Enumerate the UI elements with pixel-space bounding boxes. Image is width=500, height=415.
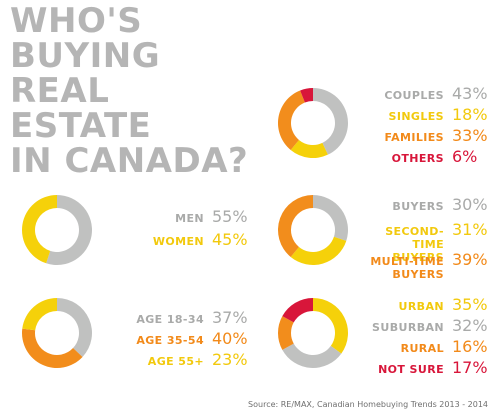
legend-label: OTHERS (391, 152, 444, 165)
donut-slice-age-35-54 (21, 328, 83, 368)
donut-slice-second-time-buyers (290, 236, 347, 265)
donut-slice-rural (278, 316, 294, 350)
donut-slice-couples (313, 88, 348, 155)
legend-row-families: FAMILIES 33% (360, 126, 490, 145)
legend-value: 43% (452, 84, 488, 103)
legend-label: COUPLES (384, 89, 444, 102)
legend-row-women: WOMEN 45% (100, 230, 250, 249)
legend-row-multi-time-buyers: MULTI-TIME BUYERS 39% (350, 250, 490, 281)
title-line: WHO'S (10, 1, 143, 41)
legend-value: 30% (452, 195, 488, 214)
donut-slice-multi-time-buyers (278, 195, 313, 257)
donut-slice-singles (290, 139, 328, 158)
legend-row-urban: URBAN 35% (350, 295, 490, 314)
legend-row-suburban: SUBURBAN 32% (350, 316, 490, 335)
buyer-type-donut-chart (278, 195, 348, 265)
donut-slice-urban (313, 298, 348, 354)
donut-slice-suburban (282, 343, 342, 368)
legend-label: MULTI-TIME BUYERS (370, 255, 444, 281)
legend-value: 55% (212, 207, 248, 226)
legend-label: AGE 35-54 (136, 334, 204, 347)
legend-value: 40% (212, 329, 248, 348)
legend-label: SECOND-TIME BUYERS (385, 225, 444, 264)
legend-row-age-55-plus: AGE 55+ 23% (100, 350, 250, 369)
household-donut-chart (278, 88, 348, 158)
donut-slice-age-55- (22, 298, 57, 331)
age-donut-chart (21, 298, 92, 368)
legend-value: 31% (452, 220, 488, 239)
legend-value: 45% (212, 230, 248, 249)
legend-row-singles: SINGLES 18% (360, 105, 490, 124)
donut-slice-families (278, 90, 305, 150)
legend-label: AGE 55+ (147, 355, 204, 368)
legend-value: 17% (452, 358, 488, 377)
legend-label: RURAL (400, 342, 444, 355)
page-title: WHO'S BUYING REAL ESTATE IN CANADA? (10, 4, 250, 179)
legend-row-not-sure: NOT SURE 17% (350, 358, 490, 377)
legend-label: MEN (175, 212, 204, 225)
title-line: BUYING (10, 36, 161, 76)
legend-row-couples: COUPLES 43% (360, 84, 490, 103)
legend-value: 32% (452, 316, 488, 335)
legend-label: SUBURBAN (372, 321, 444, 334)
legend-value: 39% (452, 250, 488, 269)
donut-slice-not-sure (282, 298, 313, 323)
legend-value: 35% (452, 295, 488, 314)
legend-row-buyers: BUYERS 30% (350, 195, 490, 214)
legend-row-rural: RURAL 16% (350, 337, 490, 356)
legend-row-age-35-54: AGE 35-54 40% (100, 329, 250, 348)
legend-label: BUYERS (392, 200, 444, 213)
legend-value: 18% (452, 105, 488, 124)
donut-slice-age-18-34 (57, 298, 92, 357)
legend-row-men: MEN 55% (100, 207, 250, 226)
donut-slice-others (300, 88, 313, 103)
donut-slice-women (22, 195, 57, 264)
legend-label: AGE 18-34 (136, 313, 204, 326)
legend-value: 33% (452, 126, 488, 145)
gender-donut-chart (22, 195, 93, 265)
title-line: REAL (10, 71, 110, 111)
legend-value: 37% (212, 308, 248, 327)
legend-row-age-18-34: AGE 18-34 37% (100, 308, 250, 327)
donut-slice-buyers (313, 195, 348, 241)
legend-label: WOMEN (152, 235, 204, 248)
location-donut-chart (278, 298, 348, 368)
source-note: Source: RE/MAX, Canadian Homebuying Tren… (248, 400, 488, 409)
legend-row-second-time-buyers: SECOND-TIME BUYERS 31% (350, 220, 490, 264)
legend-label: NOT SURE (378, 363, 444, 376)
legend-row-others: OTHERS 6% (360, 147, 490, 166)
legend-label: SINGLES (388, 110, 444, 123)
legend-value: 23% (212, 350, 248, 369)
title-line: IN CANADA? (10, 141, 249, 181)
legend-label: URBAN (398, 300, 444, 313)
title-line: ESTATE (10, 106, 152, 146)
donut-slice-men (46, 195, 93, 265)
legend-value: 6% (452, 147, 478, 166)
legend-label: FAMILIES (384, 131, 444, 144)
legend-value: 16% (452, 337, 488, 356)
